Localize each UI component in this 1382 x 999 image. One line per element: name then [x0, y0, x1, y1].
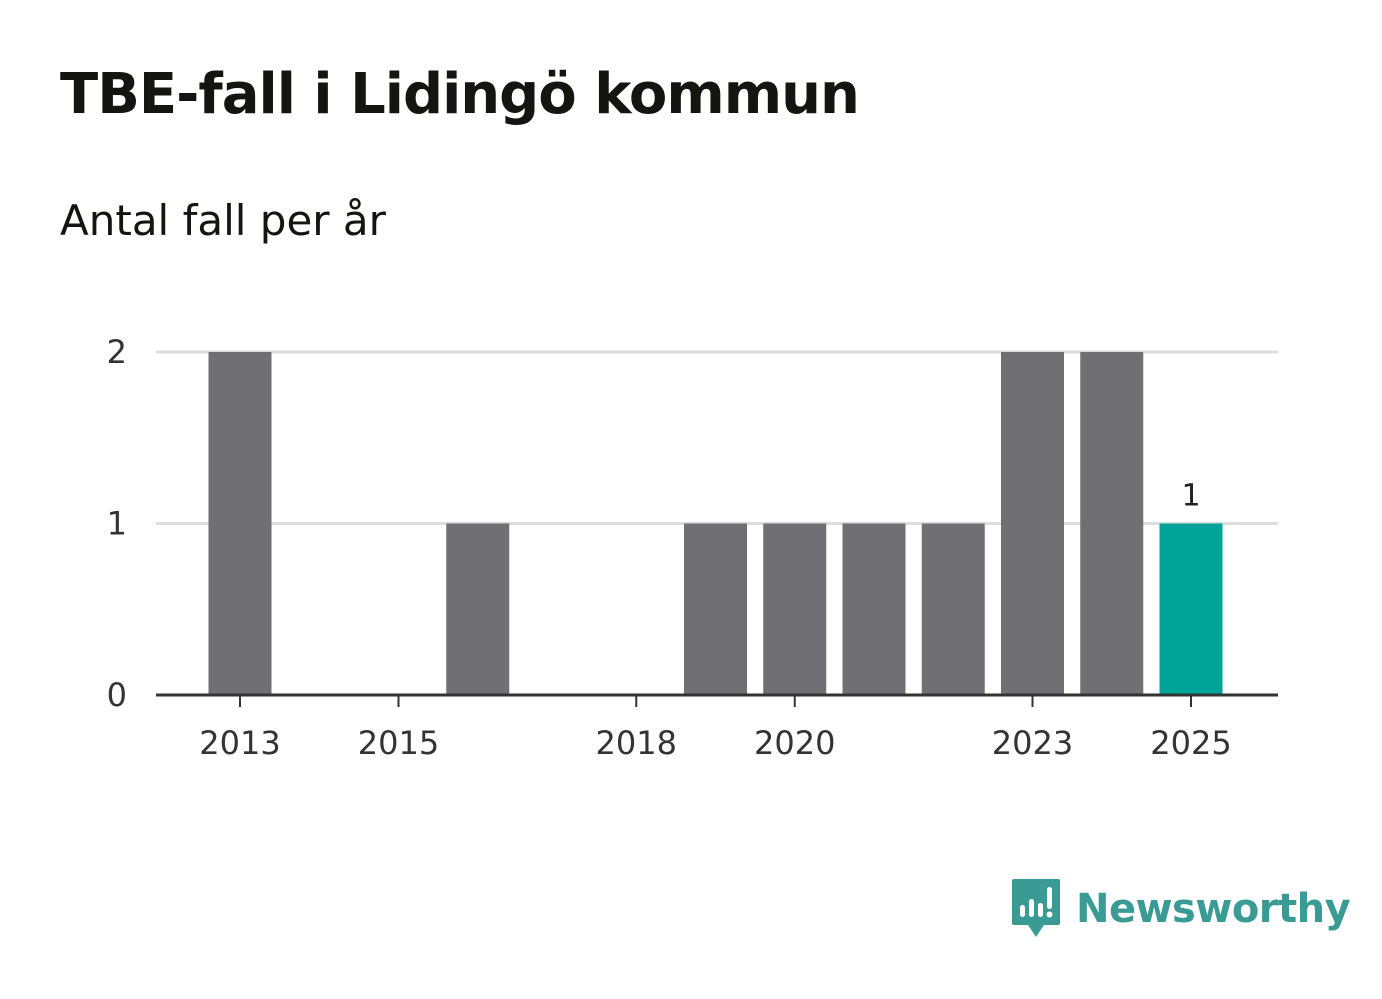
y-tick-label-0: 0 — [107, 676, 127, 714]
x-tick-label-2015: 2015 — [358, 724, 439, 762]
x-tick-label-2025: 2025 — [1150, 724, 1231, 762]
newsworthy-logo: Newsworthy — [1010, 876, 1351, 942]
bar-2023 — [1001, 352, 1064, 695]
bars — [208, 352, 1223, 695]
chart-subtitle: Antal fall per år — [60, 196, 386, 245]
bar-2016 — [446, 523, 510, 695]
bar-2013 — [208, 352, 272, 695]
data-label-2025: 1 — [1181, 479, 1200, 514]
bar-chart-speech-bubble-icon — [1012, 879, 1060, 937]
x-tick-label-2018: 2018 — [596, 724, 677, 762]
y-tick-label-2: 2 — [107, 333, 127, 371]
x-tick-label-2020: 2020 — [754, 724, 835, 762]
y-tick-label-1: 1 — [107, 505, 127, 543]
brand-name: Newsworthy — [1076, 886, 1351, 932]
bar-2025 — [1159, 523, 1223, 695]
x-tick-label-2013: 2013 — [199, 724, 280, 762]
x-axis — [156, 693, 1278, 707]
bar-2021 — [842, 523, 906, 695]
x-tick-label-2023: 2023 — [992, 724, 1073, 762]
bar-2022 — [921, 523, 985, 695]
bar-2020 — [763, 523, 827, 695]
bar-2019 — [684, 523, 747, 695]
bar-2024 — [1080, 352, 1144, 695]
labels: 0 1 2 2013 2015 2018 2020 2023 2025 1 — [107, 333, 1232, 762]
chart-title: TBE-fall i Lidingö kommun — [60, 62, 860, 127]
